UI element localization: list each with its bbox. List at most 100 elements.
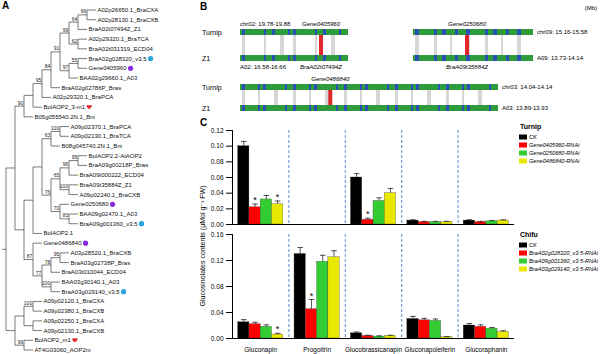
svg-text:96: 96 xyxy=(63,161,69,167)
svg-text:Glucosinolates contents (μMol: Glucosinolates contents (μMol g⁻¹ FW) xyxy=(199,186,207,307)
svg-text:66: 66 xyxy=(81,8,87,14)
svg-text:62: 62 xyxy=(72,38,78,44)
svg-text:Gluconapoleiferin: Gluconapoleiferin xyxy=(405,346,456,354)
svg-text:A02: 16.58-16.66: A02: 16.58-16.66 xyxy=(240,64,287,70)
svg-text:Gene0486840-RNAi: Gene0486840-RNAi xyxy=(529,158,580,164)
svg-text:A09p02120.1_BraCXA: A09p02120.1_BraCXA xyxy=(44,298,105,304)
svg-text:*: * xyxy=(366,209,370,219)
svg-text:A09p02370.1_BraPCA: A09p02370.1_BraPCA xyxy=(71,124,132,130)
svg-text:95: 95 xyxy=(54,251,60,257)
svg-text:B08g045740.2N.1_Bni: B08g045740.2N.1_Bni xyxy=(62,143,122,149)
svg-text:BolAOP2.1: BolAOP2.1 xyxy=(44,230,74,236)
svg-text:95: 95 xyxy=(36,77,42,83)
svg-text:Turnip: Turnip xyxy=(202,84,222,92)
svg-text:BraA03g029140_v3.5: BraA03g029140_v3.5 xyxy=(62,289,121,295)
svg-text:70: 70 xyxy=(54,205,60,211)
svg-text:84: 84 xyxy=(45,63,51,69)
svg-text:BraA02t07494Z_Z1: BraA02t07494Z_Z1 xyxy=(89,26,142,32)
svg-text:76: 76 xyxy=(45,189,51,195)
svg-text:A09p02240.1_BraCXB: A09p02240.1_BraCXB xyxy=(80,192,141,198)
svg-text:AT4G03060_AOP2m: AT4G03060_AOP2m xyxy=(35,347,91,353)
svg-text:Gene0486840: Gene0486840 xyxy=(311,76,350,82)
svg-text:chr02: 19.78-19.88: chr02: 19.78-19.88 xyxy=(240,21,291,27)
svg-text:BraA09g001360_v3.5: BraA09g001360_v3.5 xyxy=(80,221,139,227)
svg-text:0.06: 0.06 xyxy=(211,174,224,181)
svg-text:BraA02g028320_v3.5: BraA02g028320_v3.5 xyxy=(89,56,148,62)
svg-text:99: 99 xyxy=(63,27,69,33)
svg-text:0.04: 0.04 xyxy=(211,309,224,316)
svg-text:63: 63 xyxy=(45,132,51,138)
svg-text:0.04: 0.04 xyxy=(211,189,224,196)
svg-text:0.08: 0.08 xyxy=(211,158,224,165)
svg-text:0.00: 0.00 xyxy=(211,221,224,228)
svg-text:Gene0250680: Gene0250680 xyxy=(71,201,110,207)
svg-text:A09p02380.1_BraCXB: A09p02380.1_BraCXB xyxy=(44,308,105,314)
svg-text:BraA09g00218P_Bras: BraA09g00218P_Bras xyxy=(89,162,149,168)
svg-text:Glucoraphanin: Glucoraphanin xyxy=(465,346,508,354)
svg-text:*: * xyxy=(276,324,280,334)
svg-text:0.16: 0.16 xyxy=(211,231,224,238)
svg-text:CK: CK xyxy=(529,242,537,248)
svg-text:B: B xyxy=(200,1,207,12)
svg-text:Gene0405960: Gene0405960 xyxy=(302,21,341,27)
svg-text:A09p02130.1_BraCXB: A09p02130.1_BraCXB xyxy=(44,328,105,334)
svg-text:A09p02130.1_BraTCA: A09p02130.1_BraTCA xyxy=(71,133,131,139)
svg-text:chr03: 14.04-14.14: chr03: 14.04-14.14 xyxy=(502,84,553,90)
svg-text:Z1: Z1 xyxy=(202,105,210,112)
svg-text:BolAOP2_3-m1: BolAOP2_3-m1 xyxy=(44,104,86,110)
svg-text:BraA09g001360_v3.5-RNAi: BraA09g001360_v3.5-RNAi xyxy=(529,258,599,264)
svg-text:0.00: 0.00 xyxy=(211,335,224,342)
svg-text:A02p29320.1_BraTCA: A02p29320.1_BraTCA xyxy=(89,36,149,42)
svg-text:0.10: 0.10 xyxy=(211,142,224,149)
svg-text:BolAOP2_m1: BolAOP2_m1 xyxy=(35,337,72,343)
svg-text:BraA09t35884Z: BraA09t35884Z xyxy=(446,64,488,70)
svg-text:0.02: 0.02 xyxy=(211,205,224,212)
svg-text:A02p26650.1_BraCXA: A02p26650.1_BraCXA xyxy=(98,7,159,13)
svg-text:BAA02g29660.1_A03: BAA02g29660.1_A03 xyxy=(80,75,138,81)
svg-text:A03: 13.89-13.93: A03: 13.89-13.93 xyxy=(502,105,549,111)
svg-text:BraA02t07494Z: BraA02t07494Z xyxy=(300,64,342,70)
svg-text:BAA09g02470.1_A03: BAA09g02470.1_A03 xyxy=(80,211,138,217)
svg-text:*: * xyxy=(253,195,257,205)
svg-text:83: 83 xyxy=(63,212,69,218)
svg-text:A09: 13.73-14.14: A09: 13.73-14.14 xyxy=(537,55,584,61)
svg-text:100: 100 xyxy=(60,183,69,189)
svg-text:97: 97 xyxy=(63,64,69,70)
svg-text:78: 78 xyxy=(45,259,51,265)
svg-text:90: 90 xyxy=(18,100,24,106)
svg-text:A02p28130.1_BraCXB: A02p28130.1_BraCXB xyxy=(98,17,159,23)
svg-text:BAA03g30140.1_A03: BAA03g30140.1_A03 xyxy=(62,279,120,285)
svg-text:0.12: 0.12 xyxy=(211,257,224,264)
svg-text:Gene0405960: Gene0405960 xyxy=(89,65,128,71)
svg-text:CK: CK xyxy=(529,134,537,140)
svg-text:BraA03g02738P_Bras: BraA03g02738P_Bras xyxy=(71,260,131,266)
svg-text:chr09: 15.16-15.58: chr09: 15.16-15.58 xyxy=(537,29,588,35)
svg-text:0.12: 0.12 xyxy=(211,127,224,134)
svg-text:Glucobrassicanapin: Glucobrassicanapin xyxy=(345,346,402,354)
svg-text:(Mb): (Mb) xyxy=(585,5,597,11)
svg-text:BolAOP2.2-AtAOP2: BolAOP2.2-AtAOP2 xyxy=(89,153,143,159)
svg-text:BraA03t010044_ECD04: BraA03t010044_ECD04 xyxy=(62,269,127,275)
svg-text:55: 55 xyxy=(72,57,78,63)
svg-text:100: 100 xyxy=(24,300,33,306)
svg-text:A02p29320.1_BraPCA: A02p29320.1_BraPCA xyxy=(53,94,114,100)
svg-text:A: A xyxy=(2,0,9,11)
svg-text:A09p02250.1_BraCXA: A09p02250.1_BraCXA xyxy=(44,318,105,324)
svg-text:77: 77 xyxy=(36,270,42,276)
svg-text:Z1: Z1 xyxy=(202,55,210,62)
svg-text:64: 64 xyxy=(72,16,78,22)
svg-text:87: 87 xyxy=(27,253,33,259)
svg-text:Gene0486840: Gene0486840 xyxy=(44,240,83,246)
svg-text:Gluconapin: Gluconapin xyxy=(244,346,277,354)
svg-text:100: 100 xyxy=(51,125,60,131)
svg-text:B05g055540.2N.1_Bni: B05g055540.2N.1_Bni xyxy=(35,114,95,120)
svg-text:95: 95 xyxy=(72,154,78,160)
svg-text:0.08: 0.08 xyxy=(211,283,224,290)
svg-text:Progoitrin: Progoitrin xyxy=(303,346,331,354)
svg-text:A03p28520.1_BraCXB: A03p28520.1_BraCXB xyxy=(71,250,132,256)
svg-text:C: C xyxy=(200,117,207,128)
svg-text:*: * xyxy=(276,192,280,202)
svg-text:BraA02g02786P_Bras: BraA02g02786P_Bras xyxy=(62,85,122,91)
svg-text:Gene0250680-RNAi: Gene0250680-RNAi xyxy=(529,150,580,156)
svg-text:Chifu: Chifu xyxy=(520,231,538,238)
